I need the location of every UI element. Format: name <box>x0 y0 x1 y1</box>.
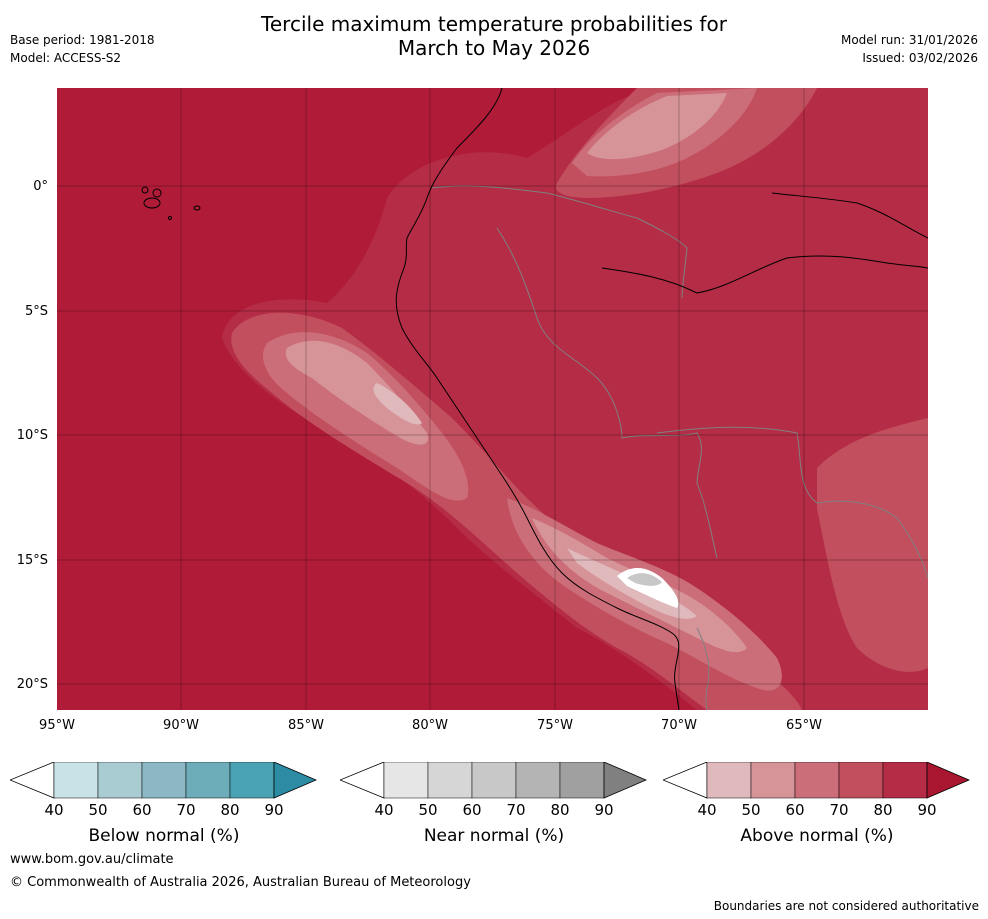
above-tick-60: 60 <box>785 801 805 819</box>
disclaimer-text: Boundaries are not considered authoritat… <box>713 899 979 913</box>
below-tick-90: 90 <box>264 801 284 819</box>
lon-label-75w: 75°W <box>537 718 573 733</box>
lat-label-5s: 5°S <box>24 304 48 319</box>
contour-band-40 <box>373 383 422 425</box>
model-run: Model run: 31/01/2026 <box>840 33 978 47</box>
contour-band-80-coastal <box>222 88 928 710</box>
near-tick-50: 50 <box>418 801 438 819</box>
amazon-river <box>601 255 928 294</box>
border-chile <box>696 627 710 710</box>
near-tick-60: 60 <box>462 801 482 819</box>
near-tick-90: 90 <box>594 801 614 819</box>
lon-label-85w: 85°W <box>288 718 324 733</box>
contour-band-50-north <box>587 93 727 160</box>
border-colombia-ecuador <box>431 185 688 299</box>
below-tick-70: 70 <box>176 801 196 819</box>
lon-label-80w: 80°W <box>412 718 448 733</box>
gridlines <box>57 88 928 710</box>
meta-right: Model run: 31/01/2026 Issued: 03/02/2026 <box>841 31 978 67</box>
probability-map[interactable] <box>57 88 928 710</box>
lat-label-20s: 20°S <box>16 677 48 692</box>
lat-label-10s: 10°S <box>16 428 48 443</box>
above-tick-50: 50 <box>741 801 761 819</box>
website-link[interactable]: www.bom.gov.au/climate <box>10 852 174 867</box>
lat-label-15s: 15°S <box>16 553 48 568</box>
below-tick-50: 50 <box>88 801 108 819</box>
below-tick-80: 80 <box>220 801 240 819</box>
above-tick-70: 70 <box>829 801 849 819</box>
colorbar-above-title: Above normal (%) <box>740 826 894 846</box>
map-title: Tercile maximum temperature probabilitie… <box>0 12 988 60</box>
lon-label-90w: 90°W <box>163 718 199 733</box>
border-bolivia <box>656 426 928 579</box>
contour-band-50 <box>285 340 428 445</box>
near-normal-70-zone <box>627 573 662 586</box>
map-canvas <box>57 88 928 710</box>
galapagos-islands <box>141 186 201 220</box>
lon-label-70w: 70°W <box>661 718 697 733</box>
issued-date: Issued: 03/02/2026 <box>862 51 978 65</box>
colorbar-near-title: Near normal (%) <box>423 826 565 846</box>
title-line-1: Tercile maximum temperature probabilitie… <box>261 12 727 36</box>
lat-label-0: 0° <box>33 179 48 194</box>
model-name: Model: ACCESS-S2 <box>10 51 122 65</box>
contour-band-70-east <box>817 418 928 672</box>
colorbar-below-swatches <box>8 761 318 799</box>
copyright-text: © Commonwealth of Australia 2026, Austra… <box>10 875 471 890</box>
colorbar-near-swatches <box>338 761 648 799</box>
colorbar-below-title: Below normal (%) <box>88 826 240 846</box>
colorbar-below-normal <box>8 761 318 802</box>
base-period: Base period: 1981-2018 <box>10 33 155 47</box>
coastline <box>395 88 680 710</box>
below-tick-40: 40 <box>44 801 64 819</box>
near-tick-80: 80 <box>550 801 570 819</box>
amazon-north-river <box>771 192 928 239</box>
lon-label-65w: 65°W <box>786 718 822 733</box>
below-tick-60: 60 <box>132 801 152 819</box>
above-tick-90: 90 <box>917 801 937 819</box>
lon-label-95w: 95°W <box>39 718 75 733</box>
near-tick-70: 70 <box>506 801 526 819</box>
colorbar-above-normal <box>661 761 971 802</box>
colorbar-near-normal <box>338 761 648 802</box>
above-tick-40: 40 <box>697 801 717 819</box>
border-peru-brazil <box>496 227 718 559</box>
meta-left: Base period: 1981-2018 Model: ACCESS-S2 <box>10 31 155 67</box>
above-tick-80: 80 <box>873 801 893 819</box>
colorbar-above-swatches <box>661 761 971 799</box>
near-tick-40: 40 <box>374 801 394 819</box>
title-line-2: March to May 2026 <box>397 36 591 60</box>
